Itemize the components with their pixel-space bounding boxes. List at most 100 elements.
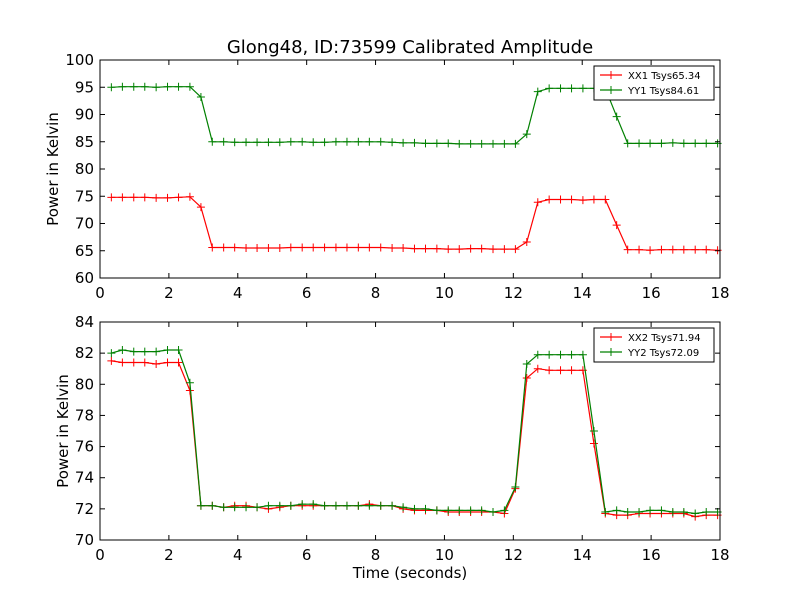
data-point — [533, 364, 542, 373]
data-point — [635, 507, 644, 516]
data-point — [331, 243, 340, 252]
x-tick-label: 16 — [642, 546, 661, 564]
data-point — [466, 244, 475, 253]
data-point — [578, 84, 587, 93]
legend-label: XX1 Tsys65.34 — [628, 71, 701, 82]
series-2 — [107, 82, 722, 148]
data-point — [399, 503, 408, 512]
y-tick-label: 95 — [75, 78, 94, 96]
data-point — [679, 139, 688, 148]
x-tick-label: 4 — [233, 284, 243, 302]
data-point — [421, 244, 430, 253]
legend-marker — [607, 86, 615, 94]
x-tick-label: 4 — [233, 546, 243, 564]
data-point — [668, 245, 677, 254]
data-point — [174, 193, 183, 202]
data-point — [500, 506, 509, 515]
data-point — [522, 130, 531, 139]
data-point — [118, 82, 127, 91]
data-point — [399, 244, 408, 253]
data-point — [635, 139, 644, 148]
data-point — [601, 195, 610, 204]
data-point — [376, 137, 385, 146]
x-tick-label: 18 — [710, 546, 729, 564]
data-point — [466, 139, 475, 148]
y-axis-label: Power in Kelvin — [44, 112, 62, 226]
data-point — [140, 82, 149, 91]
x-tick-label: 0 — [95, 284, 105, 302]
legend: XX2 Tsys71.94 YY2 Tsys72.09 — [593, 327, 715, 363]
data-point — [511, 483, 520, 492]
data-point — [264, 244, 273, 253]
data-point — [253, 244, 262, 253]
data-point — [679, 507, 688, 516]
legend-box — [593, 327, 715, 363]
data-point — [163, 346, 172, 355]
y-tick-label: 76 — [75, 438, 94, 456]
data-point — [545, 195, 554, 204]
data-point — [163, 358, 172, 367]
data-point — [556, 350, 565, 359]
data-point — [107, 83, 116, 92]
x-tick-label: 12 — [504, 284, 523, 302]
data-point — [107, 193, 116, 202]
data-point — [522, 374, 531, 383]
series-1 — [107, 192, 722, 255]
data-point — [578, 196, 587, 205]
y-tick-label: 70 — [75, 215, 94, 233]
data-point — [545, 84, 554, 93]
data-point — [242, 138, 251, 147]
data-point — [500, 139, 509, 148]
data-point — [612, 221, 621, 230]
data-point — [309, 138, 318, 147]
data-point — [601, 507, 610, 516]
data-point — [230, 503, 239, 512]
data-point — [533, 350, 542, 359]
data-point — [657, 245, 666, 254]
data-point — [578, 350, 587, 359]
data-point — [477, 139, 486, 148]
data-point — [253, 503, 262, 512]
data-point — [421, 139, 430, 148]
data-point — [298, 500, 307, 509]
data-point — [556, 366, 565, 375]
data-point — [342, 243, 351, 252]
data-point — [286, 501, 295, 510]
data-point — [196, 93, 205, 102]
data-point — [657, 506, 666, 515]
data-point — [589, 439, 598, 448]
y-tick-label: 82 — [75, 344, 94, 362]
legend-marker — [607, 333, 615, 341]
data-point — [702, 507, 711, 516]
data-point — [242, 244, 251, 253]
data-point — [129, 358, 138, 367]
data-point — [455, 139, 464, 148]
data-point — [612, 506, 621, 515]
data-point — [140, 193, 149, 202]
y-tick-label: 60 — [75, 269, 94, 287]
data-point — [657, 139, 666, 148]
x-tick-label: 10 — [435, 546, 454, 564]
data-point — [118, 193, 127, 202]
data-point — [702, 245, 711, 254]
y-tick-label: 90 — [75, 106, 94, 124]
data-point — [298, 137, 307, 146]
data-point — [589, 427, 598, 435]
data-point — [410, 504, 419, 513]
data-point — [354, 501, 363, 510]
data-point — [444, 245, 453, 254]
data-point — [140, 358, 149, 367]
data-point — [196, 203, 205, 212]
data-point — [455, 506, 464, 515]
data-point — [522, 238, 531, 247]
x-tick-label: 2 — [164, 546, 174, 564]
data-point — [129, 347, 138, 356]
data-point — [174, 346, 183, 355]
data-point — [107, 349, 116, 358]
data-point — [365, 501, 374, 510]
data-point — [567, 84, 576, 93]
x-tick-label: 8 — [371, 284, 381, 302]
legend: XX1 Tsys65.34 YY1 Tsys84.61 — [593, 65, 715, 101]
data-point — [702, 139, 711, 148]
